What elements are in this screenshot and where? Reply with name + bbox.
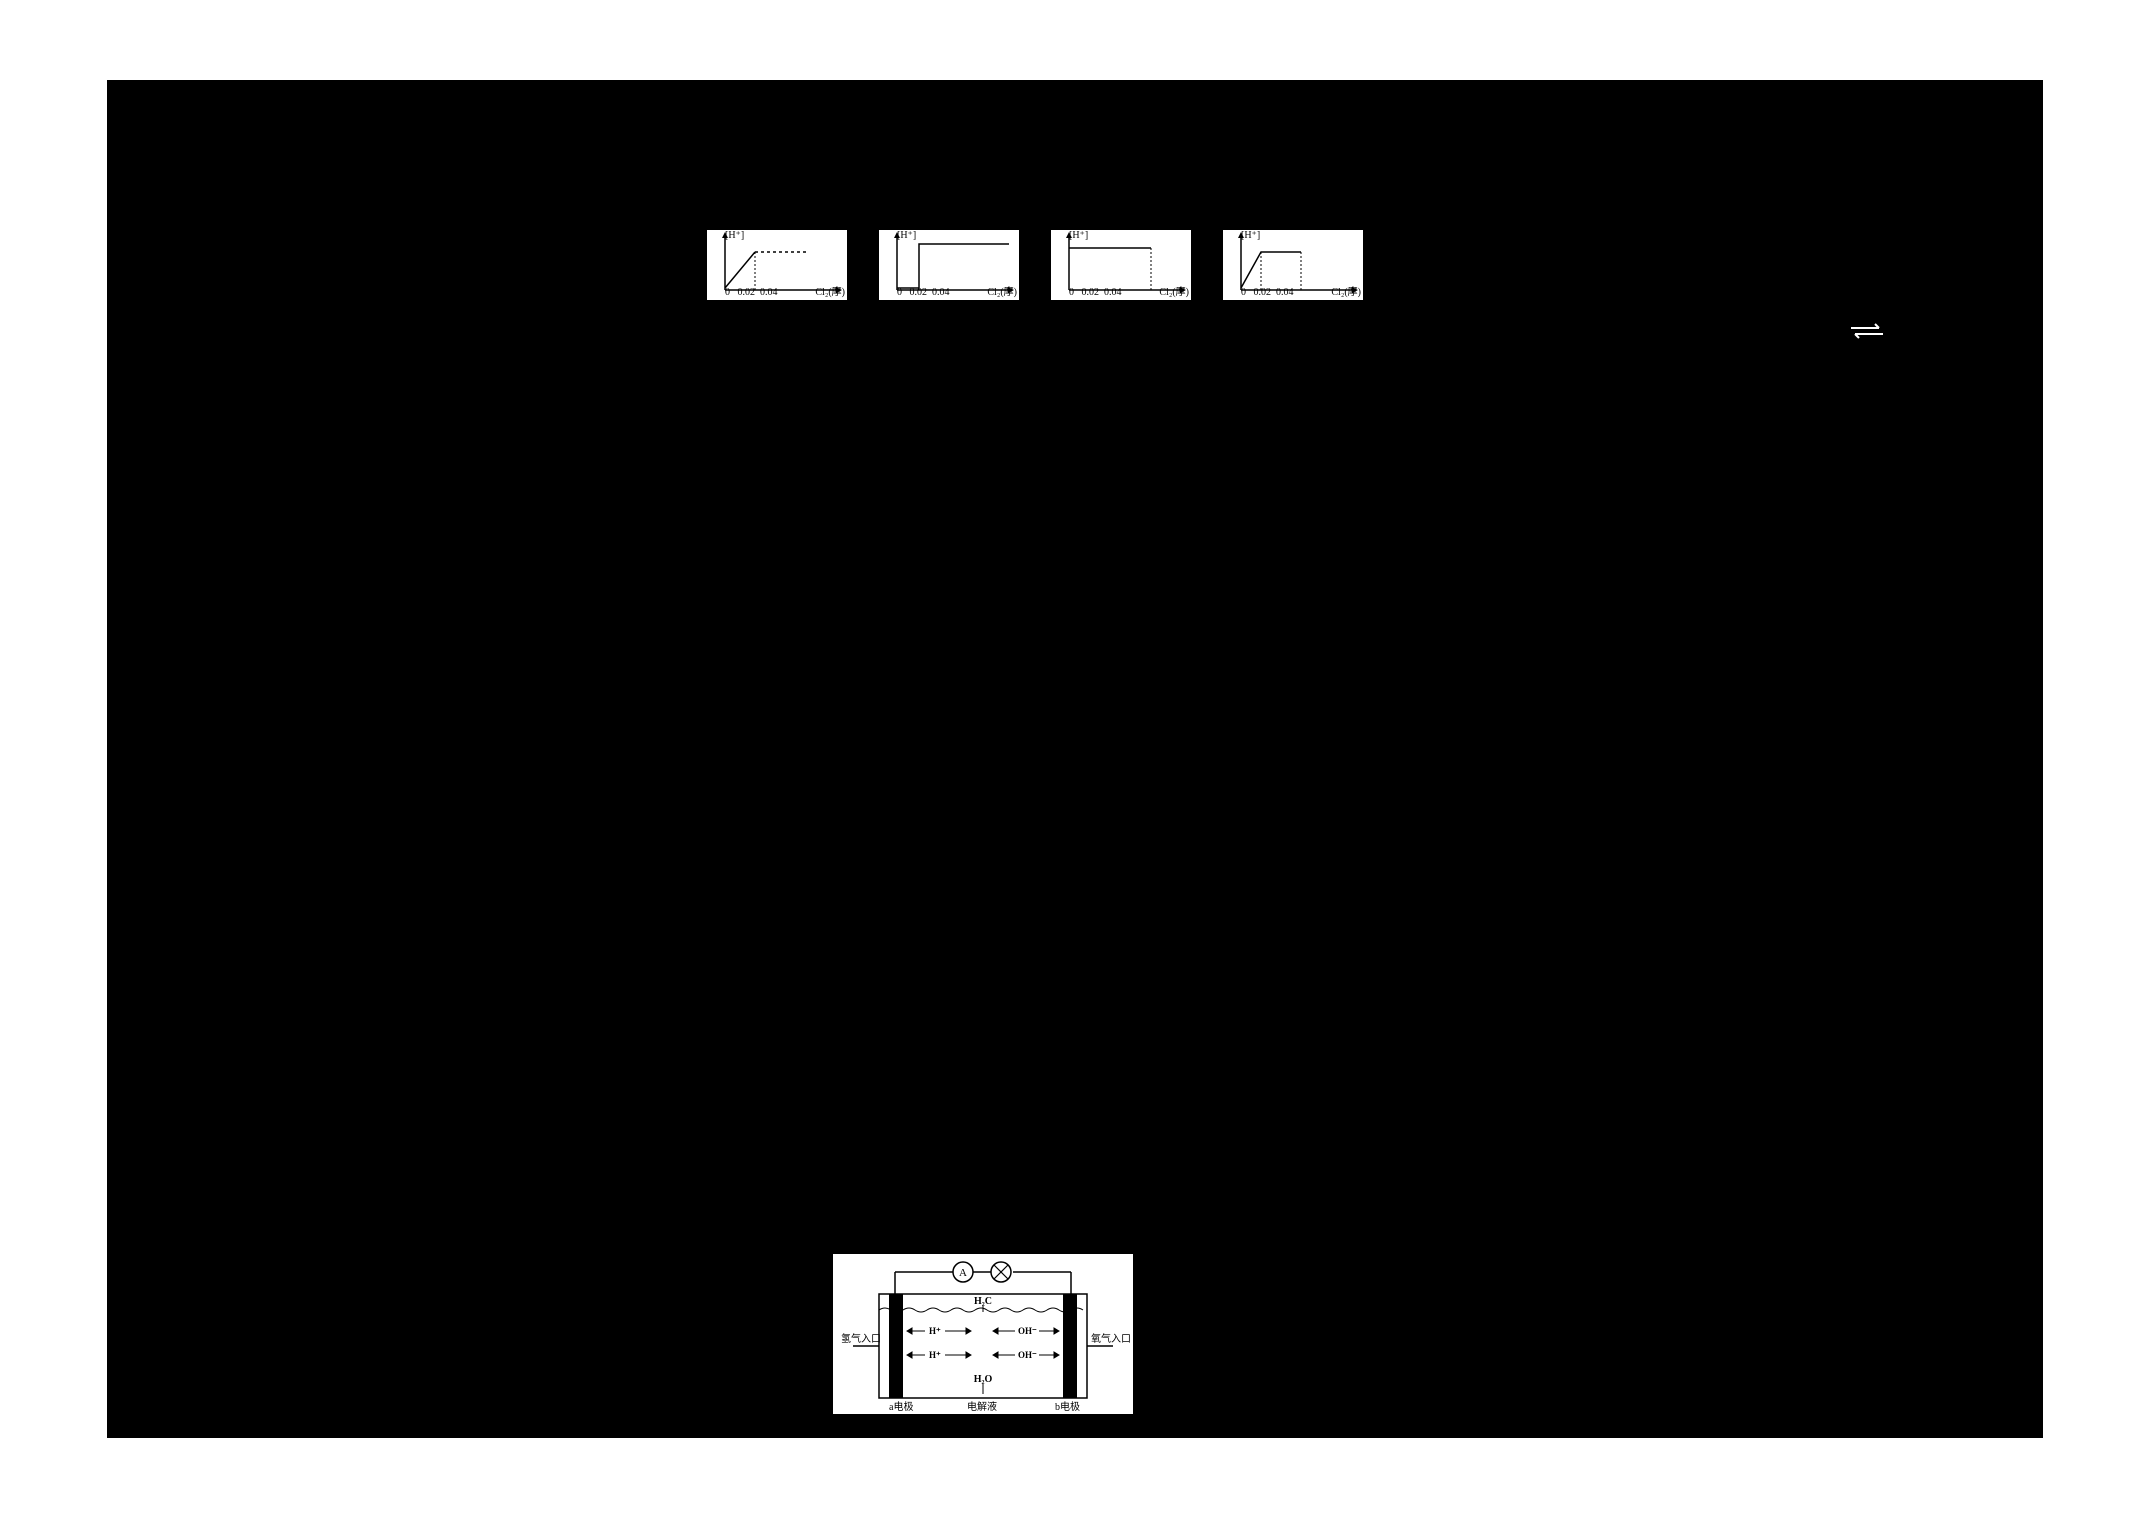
tick-0: 0 (897, 287, 902, 298)
thumb-chart-a: [H⁺] 0 0.02 0.04 Cl₂(摩) (707, 230, 847, 300)
equilibrium-symbol (1849, 320, 1885, 346)
fuel-cell-diagram: A H₂C H⁺ H⁺ OH⁻ OH⁻ (833, 1254, 1133, 1414)
tick-1: 0.02 (1254, 287, 1272, 298)
x-axis-label: Cl₂(摩) (1159, 283, 1189, 298)
tick-2: 0.04 (1104, 287, 1122, 298)
thumb-chart-b: [H⁺] 0 0.02 0.04 Cl₂(摩) (879, 230, 1019, 300)
tick-2: 0.04 (1276, 287, 1294, 298)
fuel-cell-svg: A H₂C H⁺ H⁺ OH⁻ OH⁻ (833, 1254, 1133, 1414)
x-axis-label: Cl₂(摩) (815, 283, 845, 298)
x-ticks: 0 0.02 0.04 (725, 287, 778, 298)
tick-1: 0.02 (738, 287, 756, 298)
tick-1: 0.02 (910, 287, 928, 298)
tick-0: 0 (1069, 287, 1074, 298)
bottom-inside-label: H₂O (974, 1374, 993, 1385)
y-axis-label: [H⁺] (897, 230, 916, 241)
document-page: [H⁺] 0 0.02 0.04 Cl₂(摩) [H⁺] 0 0.02 (107, 80, 2043, 1438)
ion-oh-1: OH⁻ (1018, 1326, 1037, 1336)
tick-2: 0.04 (760, 287, 778, 298)
left-port-label: 氢气入口 (841, 1332, 881, 1345)
tick-2: 0.04 (932, 287, 950, 298)
electrolyte-label: 电解液 (967, 1400, 997, 1413)
x-ticks: 0 0.02 0.04 (897, 287, 950, 298)
tick-1: 0.02 (1082, 287, 1100, 298)
thumb-chart-c: [H⁺] 0 0.02 0.04 Cl₂(摩) (1051, 230, 1191, 300)
ion-oh-2: OH⁻ (1018, 1350, 1037, 1360)
ion-h-2: H⁺ (929, 1350, 941, 1360)
ion-h-1: H⁺ (929, 1326, 941, 1336)
thumb-chart-d: [H⁺] 0 0.02 0.04 Cl₂(摩) (1223, 230, 1363, 300)
right-electrode-label: b电极 (1055, 1400, 1080, 1413)
top-inside-label: H₂C (974, 1296, 992, 1307)
x-ticks: 0 0.02 0.04 (1241, 287, 1294, 298)
chart-thumbnails-row: [H⁺] 0 0.02 0.04 Cl₂(摩) [H⁺] 0 0.02 (707, 230, 1363, 300)
equilibrium-icon (1849, 322, 1885, 340)
y-axis-label: [H⁺] (725, 230, 744, 241)
y-axis-label: [H⁺] (1241, 230, 1260, 241)
left-electrode-label: a电极 (889, 1400, 913, 1413)
x-ticks: 0 0.02 0.04 (1069, 287, 1122, 298)
tick-0: 0 (1241, 287, 1246, 298)
x-axis-label: Cl₂(摩) (1331, 283, 1361, 298)
tick-0: 0 (725, 287, 730, 298)
x-axis-label: Cl₂(摩) (987, 283, 1017, 298)
ammeter-label: A (959, 1267, 967, 1279)
y-axis-label: [H⁺] (1069, 230, 1088, 241)
right-port-label: 氧气入口 (1091, 1332, 1131, 1345)
